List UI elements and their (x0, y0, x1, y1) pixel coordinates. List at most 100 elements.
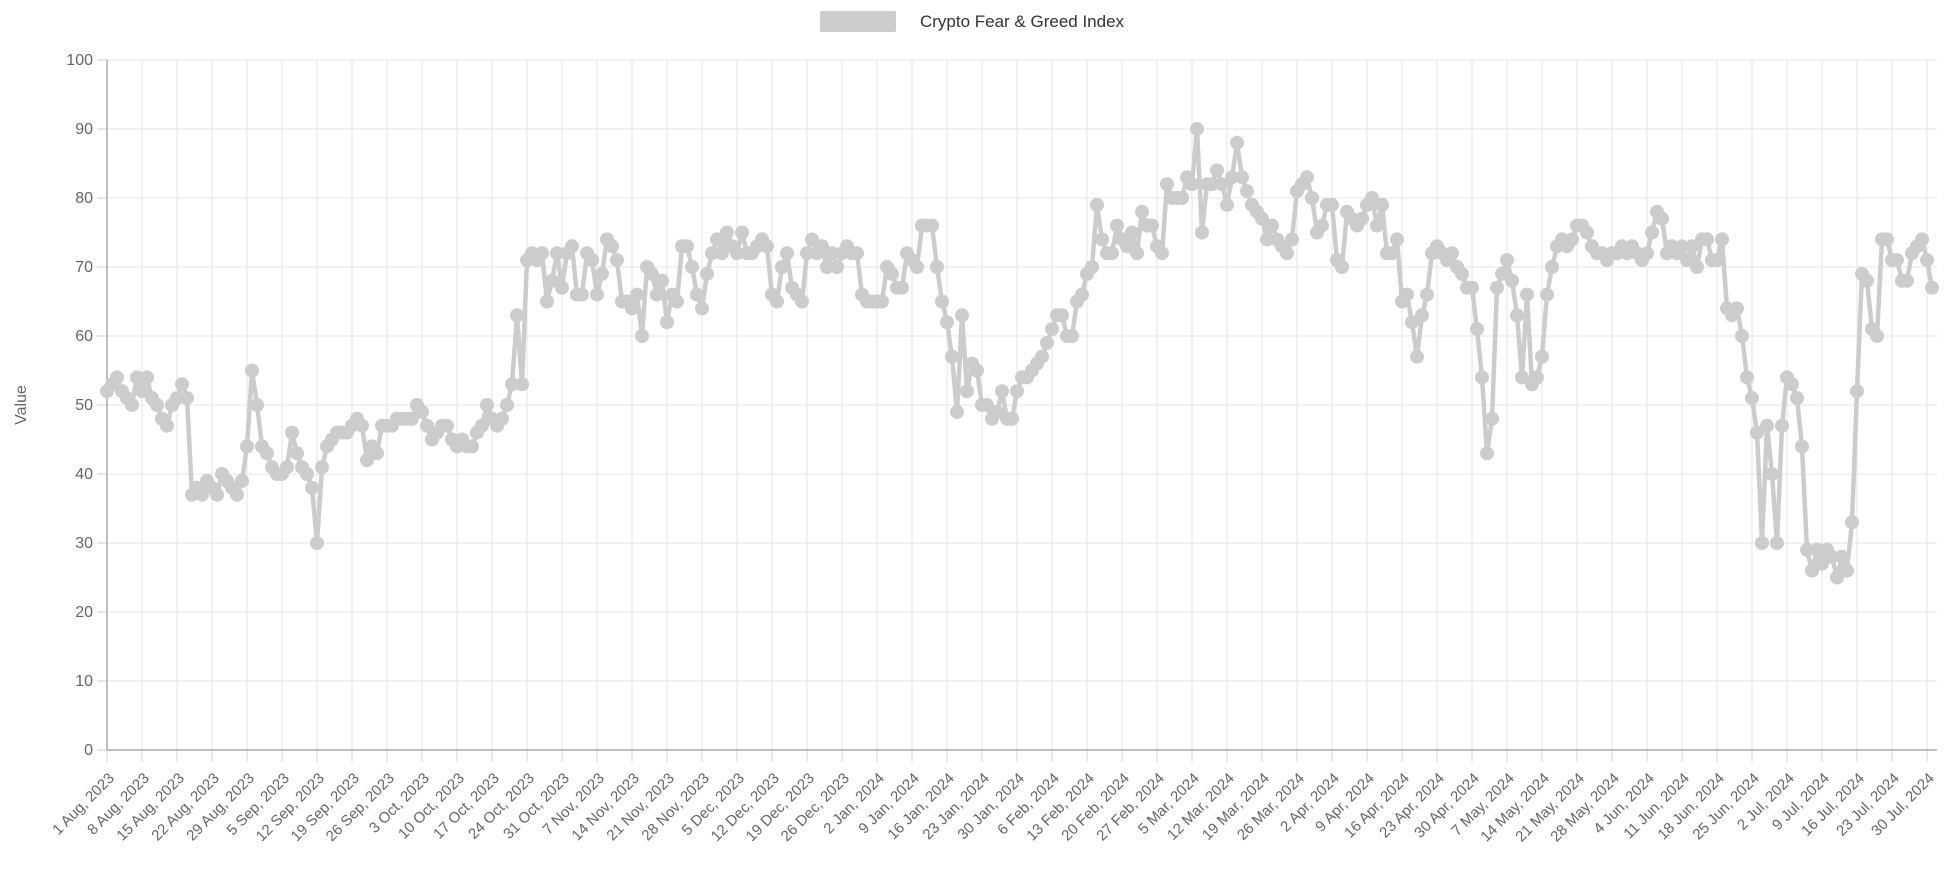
data-point[interactable] (1300, 170, 1314, 185)
data-point[interactable] (1920, 253, 1934, 268)
data-point[interactable] (825, 246, 839, 261)
data-point[interactable] (175, 377, 189, 392)
data-point[interactable] (1495, 266, 1509, 281)
data-point[interactable] (1745, 391, 1759, 406)
data-point[interactable] (780, 246, 794, 261)
data-point[interactable] (635, 329, 649, 343)
data-point[interactable] (1790, 391, 1804, 406)
data-point[interactable] (1090, 197, 1104, 212)
data-point[interactable] (355, 418, 369, 433)
data-point[interactable] (420, 418, 434, 433)
data-point[interactable] (180, 391, 194, 406)
data-point[interactable] (1750, 425, 1764, 440)
data-point[interactable] (1925, 280, 1939, 295)
data-point[interactable] (935, 294, 949, 309)
data-point[interactable] (815, 239, 829, 254)
data-point[interactable] (565, 239, 579, 254)
data-point[interactable] (1795, 439, 1809, 454)
data-point[interactable] (195, 487, 209, 502)
data-point[interactable] (795, 294, 809, 309)
data-point[interactable] (1510, 308, 1524, 323)
data-point[interactable] (895, 280, 909, 295)
data-point[interactable] (1540, 287, 1554, 302)
data-point[interactable] (695, 301, 709, 316)
data-point[interactable] (1075, 287, 1089, 302)
data-point[interactable] (1120, 239, 1134, 254)
data-point[interactable] (645, 266, 659, 281)
data-point[interactable] (440, 418, 454, 433)
data-point[interactable] (670, 294, 684, 309)
data-point[interactable] (495, 411, 509, 426)
data-point[interactable] (135, 384, 149, 399)
data-point[interactable] (235, 473, 249, 488)
data-point[interactable] (540, 294, 554, 309)
data-point[interactable] (1055, 308, 1069, 323)
data-point[interactable] (940, 315, 954, 330)
data-point[interactable] (960, 384, 974, 399)
data-point[interactable] (1470, 322, 1484, 337)
data-point[interactable] (515, 377, 529, 392)
data-point[interactable] (1415, 308, 1429, 323)
data-point[interactable] (1515, 370, 1529, 385)
data-point[interactable] (1175, 191, 1189, 205)
data-point[interactable] (1860, 273, 1874, 288)
data-point[interactable] (700, 266, 714, 281)
data-point[interactable] (260, 446, 274, 461)
data-point[interactable] (1215, 177, 1229, 192)
data-point[interactable] (1730, 301, 1744, 316)
data-point[interactable] (545, 273, 559, 288)
data-point[interactable] (1675, 239, 1689, 254)
data-point[interactable] (1715, 232, 1729, 247)
data-point[interactable] (1655, 211, 1669, 226)
data-point[interactable] (655, 273, 669, 288)
data-point[interactable] (1255, 211, 1269, 226)
data-point[interactable] (775, 260, 789, 274)
data-point[interactable] (1645, 225, 1659, 240)
data-point[interactable] (160, 418, 174, 433)
data-point[interactable] (500, 398, 514, 412)
data-point[interactable] (955, 308, 969, 323)
data-point[interactable] (1830, 570, 1844, 585)
data-point[interactable] (1480, 446, 1494, 461)
data-point[interactable] (1230, 135, 1244, 150)
data-point[interactable] (1305, 191, 1319, 205)
data-point[interactable] (1735, 329, 1749, 343)
data-point[interactable] (1710, 253, 1724, 268)
data-point[interactable] (800, 246, 814, 261)
data-point[interactable] (625, 301, 639, 316)
data-point[interactable] (1580, 225, 1594, 240)
data-point[interactable] (830, 260, 844, 274)
data-point[interactable] (250, 398, 264, 412)
data-point[interactable] (290, 446, 304, 461)
data-point[interactable] (310, 536, 324, 550)
data-point[interactable] (1400, 287, 1414, 302)
data-point[interactable] (1405, 315, 1419, 330)
data-point[interactable] (1640, 246, 1654, 261)
data-point[interactable] (1805, 563, 1819, 578)
data-point[interactable] (820, 260, 834, 274)
data-point[interactable] (710, 232, 724, 247)
data-point[interactable] (590, 287, 604, 302)
data-point[interactable] (1095, 232, 1109, 247)
data-point[interactable] (140, 370, 154, 385)
data-point[interactable] (575, 287, 589, 302)
data-point[interactable] (1210, 163, 1224, 178)
data-point[interactable] (1130, 246, 1144, 261)
data-point[interactable] (510, 308, 524, 323)
data-point[interactable] (1190, 122, 1204, 136)
data-point[interactable] (995, 384, 1009, 399)
data-point[interactable] (605, 239, 619, 254)
data-point[interactable] (1205, 177, 1219, 192)
data-point[interactable] (1465, 280, 1479, 295)
data-point[interactable] (1445, 246, 1459, 261)
data-point[interactable] (1835, 549, 1849, 564)
data-point[interactable] (925, 218, 939, 233)
data-point[interactable] (1475, 370, 1489, 385)
data-point[interactable] (1005, 411, 1019, 426)
data-point[interactable] (300, 467, 314, 481)
data-point[interactable] (1240, 184, 1254, 199)
data-point[interactable] (1775, 418, 1789, 433)
data-point[interactable] (1195, 225, 1209, 240)
data-point[interactable] (315, 460, 329, 475)
data-point[interactable] (1235, 170, 1249, 185)
